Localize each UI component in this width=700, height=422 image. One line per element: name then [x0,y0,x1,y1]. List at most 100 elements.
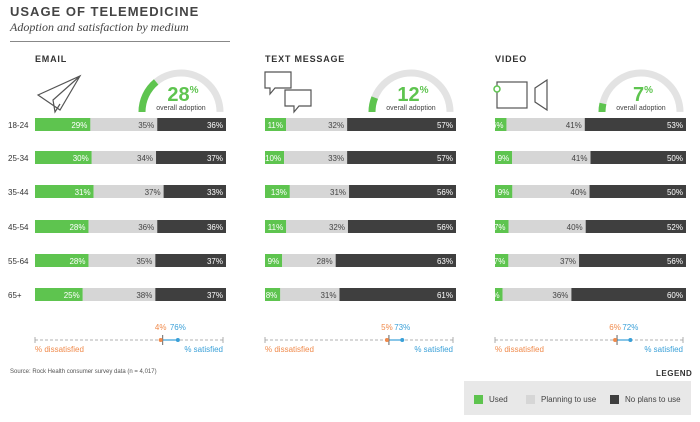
bar-segment-no-plans [339,288,456,301]
adoption-label: overall adoption [386,105,436,112]
satisfied-value: 73% [394,323,410,332]
bar-segment-used [265,288,281,301]
bar-segment-no-plans [157,220,226,233]
chat-bubble-back [264,71,292,96]
bar-value-label: 31% [75,188,91,197]
adoption-gauge-track [598,69,684,113]
bar-value-label: 31% [320,291,336,300]
bar-value-label: 11% [268,223,283,232]
dissatisfied-label: % dissatisfied [265,345,314,354]
dissatisfied-marker [158,338,163,342]
dissatisfied-value: 4% [155,323,167,332]
legend-label-planning: Planning to use [541,395,597,404]
video-camera-icon [493,78,548,112]
camera-record-dot [493,85,501,93]
chat-bubble-front [284,89,312,114]
bar-segment-used [265,151,285,164]
satisfied-value: 76% [170,323,186,332]
bar-segment-used [35,220,89,233]
satisfied-marker [400,338,405,342]
dissatisfied-marker [613,338,618,342]
bar-segment-planning [512,151,591,164]
bar-value-label: 52% [667,223,683,232]
bar-value-label: 37% [207,291,223,300]
adoption-gauge-fill [138,79,159,113]
bar-value-label: 34% [137,154,153,163]
bar-segment-no-plans [157,118,226,131]
bar-segment-planning [90,118,158,131]
bar-value-label: 9% [268,257,280,266]
paper-plane-icon [36,74,82,114]
bar-segment-no-plans [347,220,456,233]
bar-value-label: 36% [207,223,223,232]
adoption-label: overall adoption [156,105,206,112]
bar-value-label: 9% [498,188,510,197]
bar-segment-planning [286,220,348,233]
satisfied-label: % satisfied [184,345,223,354]
bar-segment-no-plans [584,118,686,131]
bar-segment-used [265,118,287,131]
bar-segment-no-plans [585,220,686,233]
bar-segment-used [495,220,509,233]
bar-segment-planning [88,254,156,267]
bar-value-label: 50% [667,154,683,163]
bar-segment-used [265,220,287,233]
bar-segment-used [35,151,92,164]
adoption-value: 7% [633,84,653,106]
panel-title: VIDEO [495,54,527,64]
dissatisfied-value: 5% [381,323,393,332]
bar-value-label: 50% [667,188,683,197]
satisfied-marker [628,338,633,342]
bar-segment-used [35,254,89,267]
bar-value-label: 31% [330,188,346,197]
source-note: Source: Rock Health consumer survey data… [10,369,157,375]
bar-segment-no-plans [579,254,686,267]
bar-value-label: 33% [328,154,344,163]
bar-segment-planning [284,151,348,164]
bar-segment-used [495,254,509,267]
chart-title: USAGE OF TELEMEDICINE [10,4,200,19]
panel-title: TEXT MESSAGE [265,54,345,64]
bar-segment-used [495,151,513,164]
bar-value-label: 32% [328,121,344,130]
satisfied-marker [175,338,180,342]
panel-title: EMAIL [35,54,67,64]
bar-value-label: 63% [437,257,453,266]
bar-value-label: 32% [329,223,345,232]
bar-value-label: 35% [138,121,154,130]
bar-segment-no-plans [155,288,226,301]
bar-value-label: 4% [488,291,500,300]
chat-bubbles-icon [264,71,312,114]
bar-segment-no-plans [571,288,686,301]
camera-body [496,81,528,109]
panel-text-message: TEXT MESSAGE 12%overall adoption 11% 32% 57%… [264,54,456,354]
adoption-unit: % [644,85,653,96]
legend-swatch-planning [526,395,535,404]
legend: Used Planning to use No plans to use [464,381,691,415]
bar-segment-planning [91,151,157,164]
age-group-label: 35-44 [8,188,29,197]
legend-title: LEGEND [656,369,693,378]
bar-value-label: 56% [667,257,683,266]
adoption-value: 12% [397,84,428,106]
adoption-gauge-fill [598,102,607,113]
bar-segment-no-plans [349,185,456,198]
bar-value-label: 11% [268,121,283,130]
dissatisfied-value: 6% [609,323,621,332]
adoption-unit: % [190,85,199,96]
age-group-label: 55-64 [8,257,29,266]
bar-segment-no-plans [156,151,226,164]
bar-segment-planning [502,288,572,301]
bar-segment-no-plans [589,185,686,198]
bar-value-label: 36% [207,121,223,130]
legend-item-planning: Planning to use [526,395,596,404]
bar-segment-planning [286,118,348,131]
bar-value-label: 37% [207,154,223,163]
bar-value-label: 28% [69,257,85,266]
bar-value-label: 10% [265,154,281,163]
bar-segment-used [265,185,290,198]
bar-value-label: 57% [437,121,453,130]
